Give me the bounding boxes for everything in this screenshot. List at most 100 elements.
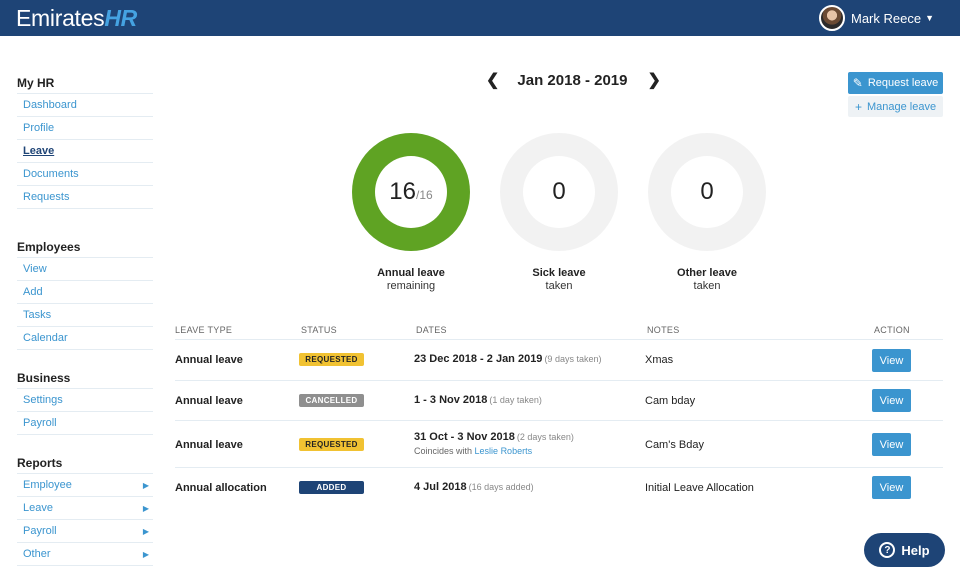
action-cell: View <box>872 389 911 412</box>
caret-down-icon: ▼ <box>925 13 934 23</box>
sidebar-section-title: Employees <box>17 236 153 258</box>
manage-leave-button[interactable]: + Manage leave <box>848 96 943 117</box>
chevron-right-icon[interactable]: ❯ <box>647 72 661 89</box>
chevron-right-icon: ▶ <box>142 550 149 559</box>
date-range: 1 - 3 Nov 2018 <box>414 394 488 406</box>
donut-title: Annual leave <box>377 267 445 279</box>
coincides-link[interactable]: Leslie Roberts <box>474 446 533 456</box>
days-note: (1 day taken) <box>489 395 542 405</box>
sidebar-item-report-leave[interactable]: Leave ▶ <box>17 497 153 520</box>
days-note: (16 days added) <box>468 482 534 492</box>
col-header-action: ACTION <box>874 325 910 335</box>
chevron-right-icon: ▶ <box>142 504 149 513</box>
sidebar-item-payroll[interactable]: Payroll <box>17 412 153 435</box>
sidebar-item-view[interactable]: View <box>17 258 153 281</box>
action-cell: View <box>872 349 911 372</box>
sidebar-section-employees: Employees View Add Tasks Calendar <box>17 236 153 350</box>
user-name: Mark Reece <box>851 10 922 26</box>
sidebar-item-label: Other <box>23 548 51 560</box>
coincides-prefix: Coincides with <box>414 446 473 456</box>
sidebar-section-reports: Reports Employee ▶ Leave ▶ Payroll ▶ Other ▶ <box>17 452 153 566</box>
sidebar-item-leave[interactable]: Leave <box>17 140 153 163</box>
sick-leave-donut: 0 <box>500 133 618 251</box>
sidebar-item-dashboard[interactable]: Dashboard <box>17 94 153 117</box>
annual-leave-donut: 16 /16 <box>352 133 470 251</box>
col-header-notes: NOTES <box>647 325 680 335</box>
donut-center: 16 /16 <box>375 156 447 228</box>
donut-center: 0 <box>523 156 595 228</box>
notes-cell: Cam bday <box>645 395 696 407</box>
donut-value: 0 <box>700 178 714 205</box>
view-button[interactable]: View <box>872 476 911 499</box>
leave-type: Annual leave <box>175 354 243 366</box>
donut-subtitle: remaining <box>386 280 436 292</box>
sidebar: My HR Dashboard Profile Leave Documents … <box>17 72 153 566</box>
request-leave-button[interactable]: ✎ Request leave <box>848 72 943 94</box>
logo-accent: HR <box>104 5 137 31</box>
notes-cell: Cam's Bday <box>645 439 704 451</box>
chevron-left-icon[interactable]: ❮ <box>486 72 500 89</box>
sidebar-item-settings[interactable]: Settings <box>17 389 153 412</box>
sidebar-item-tasks[interactable]: Tasks <box>17 304 153 327</box>
status-cell: CANCELLED <box>299 394 364 407</box>
avatar <box>819 5 845 31</box>
user-menu[interactable]: Mark Reece ▼ <box>819 5 934 31</box>
sidebar-item-add[interactable]: Add <box>17 281 153 304</box>
view-button[interactable]: View <box>872 389 911 412</box>
sidebar-item-documents[interactable]: Documents <box>17 163 153 186</box>
coincides-note: Coincides with Leslie Roberts <box>414 446 574 456</box>
donut-value: 16 <box>389 178 416 205</box>
sidebar-section-business: Business Settings Payroll <box>17 367 153 435</box>
other-leave-caption: Other leave taken <box>637 267 777 292</box>
col-header-status: STATUS <box>301 325 337 335</box>
donut-title: Sick leave <box>532 267 586 279</box>
sidebar-section-my-hr: My HR Dashboard Profile Leave Documents … <box>17 72 153 209</box>
date-range: 4 Jul 2018 <box>414 481 467 493</box>
status-badge: REQUESTED <box>299 353 364 366</box>
action-cell: View <box>872 433 911 456</box>
manage-leave-label: Manage leave <box>866 100 937 113</box>
sidebar-section-title: My HR <box>17 72 153 94</box>
sidebar-item-calendar[interactable]: Calendar <box>17 327 153 350</box>
dates-cell: 4 Jul 2018 (16 days added) <box>414 481 534 493</box>
table-row: Annual leave REQUESTED 31 Oct - 3 Nov 20… <box>175 421 943 468</box>
donut-value: 0 <box>552 178 566 205</box>
help-button[interactable]: ? Help <box>864 533 945 567</box>
sidebar-item-profile[interactable]: Profile <box>17 117 153 140</box>
table-header: LEAVE TYPE STATUS DATES NOTES ACTION <box>175 320 943 340</box>
chevron-right-icon: ▶ <box>142 527 149 536</box>
view-button[interactable]: View <box>872 433 911 456</box>
sidebar-item-label: Employee <box>23 479 72 491</box>
chevron-right-icon: ▶ <box>142 481 149 490</box>
sidebar-item-report-employee[interactable]: Employee ▶ <box>17 474 153 497</box>
dates-cell: 1 - 3 Nov 2018 (1 day taken) <box>414 394 542 406</box>
status-badge: REQUESTED <box>299 438 364 451</box>
sidebar-item-label: Payroll <box>23 525 57 537</box>
logo-main: Emirates <box>16 5 105 31</box>
help-label: Help <box>901 542 930 558</box>
donut-subtitle: taken <box>545 280 573 292</box>
sidebar-section-title: Reports <box>17 452 153 474</box>
sidebar-item-report-other[interactable]: Other ▶ <box>17 543 153 566</box>
notes-cell: Xmas <box>645 354 674 366</box>
sidebar-item-report-payroll[interactable]: Payroll ▶ <box>17 520 153 543</box>
top-bar: EmiratesHR Mark Reece ▼ <box>0 0 960 36</box>
logo[interactable]: EmiratesHR <box>16 5 137 32</box>
table-row: Annual leave REQUESTED 23 Dec 2018 - 2 J… <box>175 340 943 381</box>
sidebar-item-requests[interactable]: Requests <box>17 186 153 209</box>
leave-table: LEAVE TYPE STATUS DATES NOTES ACTION Ann… <box>175 320 943 508</box>
view-button[interactable]: View <box>872 349 911 372</box>
days-note: (9 days taken) <box>544 354 602 364</box>
donut-title: Other leave <box>677 267 737 279</box>
other-leave-donut: 0 <box>648 133 766 251</box>
col-header-dates: DATES <box>416 325 447 335</box>
sidebar-section-title: Business <box>17 367 153 389</box>
action-cell: View <box>872 476 911 499</box>
plus-icon: + <box>854 99 862 114</box>
question-icon: ? <box>879 542 896 558</box>
days-note: (2 days taken) <box>516 432 574 442</box>
donut-subtitle: taken <box>693 280 721 292</box>
status-badge: ADDED <box>299 481 364 494</box>
request-leave-label: Request leave <box>867 77 939 89</box>
dates-cell: 31 Oct - 3 Nov 2018 (2 days taken) Coinci… <box>414 431 574 456</box>
